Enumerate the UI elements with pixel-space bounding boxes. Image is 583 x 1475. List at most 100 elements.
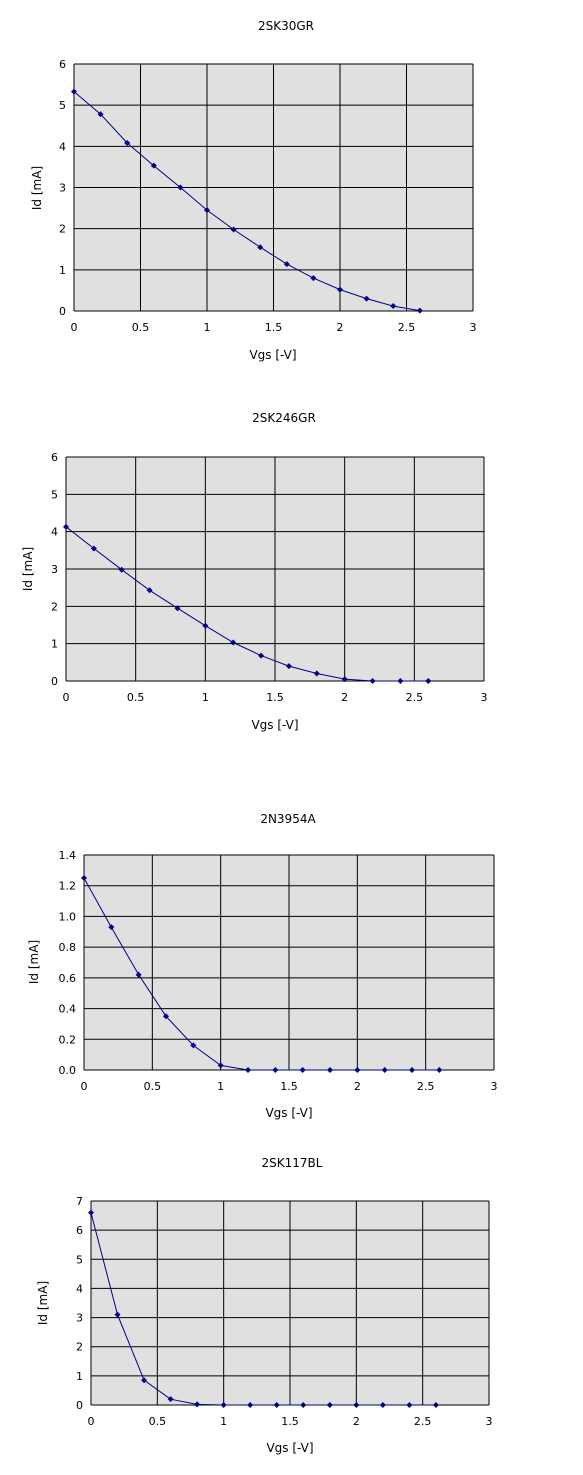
data-point [247,1402,254,1408]
data-point [124,140,131,147]
x-tick-label: 2 [341,691,348,704]
plot-area: 0 1 2 3 4 5 6 0 0.5 1 1.5 2 2.5 3 [51,451,488,704]
data-point [258,652,265,659]
y-tick-label: 0.2 [59,1033,77,1046]
x-tick-label: 1.5 [265,321,283,334]
x-tick-label: 1.5 [266,691,284,704]
y-tick-label: 1.4 [59,849,77,862]
data-point [194,1401,201,1408]
y-tick-label: 7 [76,1195,83,1208]
x-tick-label: 0.5 [149,1415,167,1428]
chart-2sk30gr: 2SK30GR 0 1 2 3 4 5 6 0 0.5 1 1.5 2 2.5 3 Vgs [-V] Id… [30,19,477,362]
series-line [65,526,429,682]
y-axis-label: Id [mA] [36,1281,50,1325]
y-tick-label: 0.0 [59,1064,77,1077]
data-point [230,226,237,233]
y-tick-label: 2 [59,223,66,236]
data-point [63,523,69,530]
data-point [90,545,97,552]
data-point [432,1402,439,1408]
data-point [327,1067,333,1073]
series-line [90,1212,436,1406]
y-tick-label: 3 [51,563,58,576]
data-point [409,1067,415,1073]
data-point [245,1067,251,1073]
y-tick-label: 0.4 [59,1003,77,1016]
data-point [273,1402,280,1408]
y-axis-label: Id [mA] [27,940,41,984]
data-point [326,1402,333,1408]
x-tick-label: 0 [71,321,78,334]
data-point [177,184,184,191]
y-tick-label: 3 [59,182,66,195]
x-axis-label: Vgs [-V] [249,348,296,362]
data-point [379,1402,386,1408]
data-point [425,678,432,684]
data-point [310,275,317,282]
y-axis-label: Id [mA] [21,547,35,591]
chart-title: 2N3954A [260,812,316,826]
data-point [285,663,292,670]
data-point [337,286,343,293]
x-tick-label: 0.5 [132,321,150,334]
data-point [220,1402,227,1408]
data-point [230,639,237,646]
y-tick-label: 0 [59,305,66,318]
x-tick-label: 3 [470,321,477,334]
y-tick-label: 0 [76,1399,83,1412]
x-tick-label: 0.5 [127,691,145,704]
plot-area: 0 1 2 3 4 5 6 0 0.5 1 1.5 2 2.5 3 [59,58,477,334]
y-tick-label: 4 [51,526,58,539]
y-tick-label: 2 [76,1341,83,1354]
x-tick-label: 2 [337,321,344,334]
data-point [88,1209,94,1216]
y-tick-label: 1 [51,638,58,651]
data-point [217,1062,224,1069]
data-point [190,1042,197,1049]
y-tick-label: 4 [59,140,66,153]
x-tick-label: 2 [353,1415,360,1428]
data-point [390,303,397,310]
x-tick-label: 1 [202,691,209,704]
x-tick-label: 0 [81,1080,88,1093]
data-point [353,1402,360,1408]
data-point [141,1377,148,1384]
y-tick-label: 1 [59,264,66,277]
data-point [369,678,376,684]
y-tick-label: 6 [51,451,58,464]
x-tick-label: 1 [217,1080,224,1093]
y-tick-label: 5 [59,99,66,112]
data-point [257,244,264,251]
y-tick-label: 1.0 [59,910,77,923]
y-tick-label: 0.8 [59,941,77,954]
x-axis-label: Vgs [-V] [251,718,298,732]
x-tick-label: 2 [354,1080,361,1093]
data-point [283,261,290,268]
data-point [146,587,153,594]
x-tick-label: 3 [486,1415,493,1428]
data-point [204,207,210,214]
x-tick-label: 0.5 [144,1080,162,1093]
y-tick-label: 1.2 [59,880,77,893]
data-point [299,1067,306,1073]
data-point [381,1067,388,1073]
x-tick-label: 3 [481,691,488,704]
data-point [81,875,87,882]
data-point [313,670,320,677]
data-point [202,622,209,629]
x-tick-label: 0 [88,1415,95,1428]
x-axis-label: Vgs [-V] [266,1441,313,1455]
chart-2n3954a: 2N3954A 0.0 0.2 0.4 0.6 0.8 1.0 1.2 1.4 0 0.5 1 1.5… [27,812,498,1120]
chart-title: 2SK117BL [262,1156,323,1170]
data-point [354,1067,361,1073]
data-point [108,924,115,931]
y-tick-label: 4 [76,1282,83,1295]
x-axis-label: Vgs [-V] [265,1106,312,1120]
data-point [416,307,423,314]
y-tick-label: 6 [76,1224,83,1237]
chart-title: 2SK246GR [252,411,316,425]
data-point [97,111,104,118]
series-line [83,877,440,1071]
